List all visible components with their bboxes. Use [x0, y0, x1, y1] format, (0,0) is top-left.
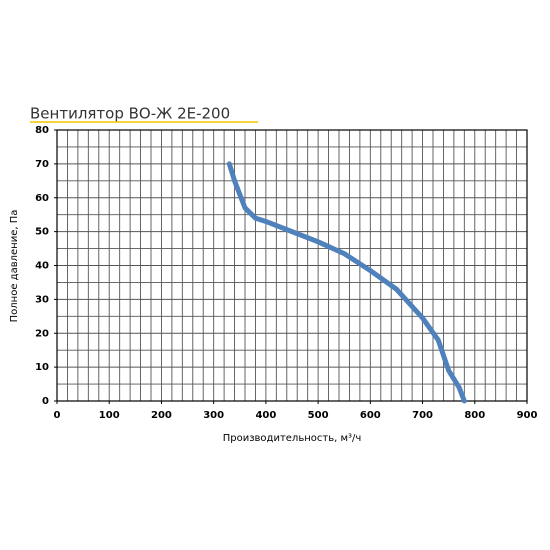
- x-axis-label: Производительность, м³/ч: [223, 433, 362, 444]
- plot-frame: [56, 129, 528, 402]
- x-tick-label: 400: [255, 410, 276, 421]
- x-tick-label: 700: [412, 410, 433, 421]
- x-tick-label: 600: [360, 410, 381, 421]
- y-tick-label: 0: [42, 396, 49, 407]
- y-tick-label: 30: [35, 294, 49, 305]
- x-tick-label: 500: [308, 410, 329, 421]
- x-tick-label: 200: [151, 410, 172, 421]
- y-tick-label: 50: [35, 227, 49, 238]
- x-tick-label: 300: [203, 410, 224, 421]
- chart-title: Вентилятор ВО-Ж 2Е-200: [30, 105, 230, 123]
- y-tick-label: 20: [35, 328, 49, 339]
- data-line: [226, 161, 467, 404]
- y-tick-label: 70: [35, 159, 49, 170]
- y-tick-label: 60: [35, 193, 49, 204]
- x-tick-label: 900: [517, 410, 538, 421]
- x-tick-label: 800: [464, 410, 485, 421]
- x-tick-label: 100: [99, 410, 120, 421]
- y-tick-label: 80: [35, 125, 49, 136]
- y-tick-label: 10: [35, 362, 49, 373]
- y-tick-label: 40: [35, 261, 49, 272]
- y-axis-label: Полное давление, Па: [9, 210, 20, 323]
- x-tick-label: 0: [54, 410, 61, 421]
